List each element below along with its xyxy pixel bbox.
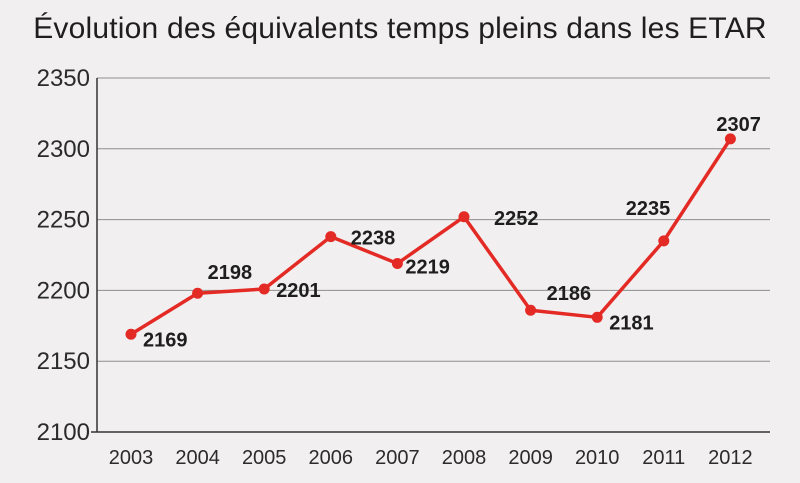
x-tick-label: 2010 [575,447,620,469]
x-tick-label: 2007 [375,447,420,469]
data-point [525,304,537,316]
y-tick-label: 2300 [37,136,90,163]
data-point [591,311,603,323]
x-tick-label: 2011 [642,447,685,469]
x-tick-label: 2005 [242,447,287,469]
data-label: 2201 [276,280,321,302]
data-point [658,235,670,247]
data-label: 2186 [547,283,592,305]
data-point [391,257,403,269]
data-point [192,287,204,299]
data-label: 2169 [143,329,188,351]
x-tick-label: 2004 [175,447,220,469]
data-point [125,328,137,340]
data-label: 2219 [405,256,450,278]
y-tick-label: 2150 [37,348,90,375]
data-point [258,283,270,295]
data-point [325,231,337,243]
series-line [130,137,732,336]
y-tick-label: 2350 [37,65,90,92]
x-tick-label: 2009 [508,447,553,469]
y-tick-label: 2100 [37,419,90,446]
x-tick-label: 2006 [309,447,354,469]
data-label: 2181 [609,312,654,334]
x-tick-label: 2003 [109,447,154,469]
data-label: 2198 [208,262,253,284]
data-point [458,211,470,223]
x-tick-label: 2012 [708,447,753,469]
data-label: 2252 [494,208,539,230]
data-point [724,133,736,145]
data-label: 2307 [716,114,761,136]
x-tick-label: 2008 [442,447,487,469]
y-tick-label: 2200 [37,277,90,304]
chart-title: Évolution des équivalents temps pleins d… [33,12,767,45]
data-label: 2235 [626,198,671,220]
y-tick-label: 2250 [37,207,90,234]
data-label: 2238 [351,228,396,250]
